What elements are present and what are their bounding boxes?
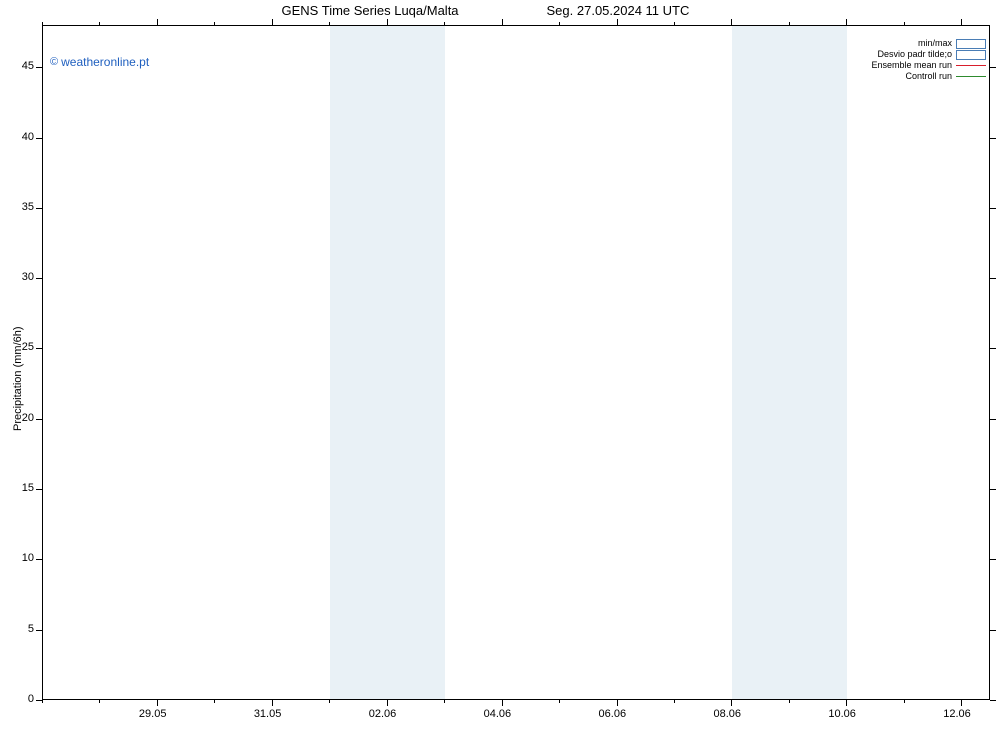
y-tick (990, 138, 996, 139)
x-minor-tick (904, 700, 905, 703)
legend-label: Desvio padr tilde;o (877, 49, 956, 60)
x-minor-tick (42, 700, 43, 703)
y-tick (990, 489, 996, 490)
x-minor-tick (444, 22, 445, 25)
y-tick (36, 278, 42, 279)
y-tick (36, 348, 42, 349)
x-tick (961, 19, 962, 25)
x-tick-label: 08.06 (713, 708, 741, 720)
legend-swatch (956, 50, 986, 60)
legend-label: Controll run (905, 71, 956, 82)
x-tick-label: 29.05 (139, 708, 167, 720)
x-tick (387, 19, 388, 25)
x-tick (272, 700, 273, 706)
x-minor-tick (329, 700, 330, 703)
copyright-symbol: © (50, 56, 58, 68)
x-minor-tick (674, 22, 675, 25)
y-tick (990, 630, 996, 631)
x-tick (502, 19, 503, 25)
x-minor-tick (789, 700, 790, 703)
legend-item: Ensemble mean run (871, 60, 986, 71)
y-tick-label: 5 (28, 623, 34, 635)
y-tick-label: 30 (22, 271, 34, 283)
y-tick (36, 419, 42, 420)
chart-title-left: GENS Time Series Luqa/Malta (282, 3, 459, 18)
watermark-text: weatheronline.pt (61, 55, 149, 69)
weekend-band (330, 26, 445, 699)
legend: min/maxDesvio padr tilde;oEnsemble mean … (871, 38, 986, 82)
y-tick (990, 419, 996, 420)
legend-swatch (956, 39, 986, 49)
y-tick (990, 559, 996, 560)
x-tick-label: 10.06 (828, 708, 856, 720)
x-minor-tick (214, 22, 215, 25)
x-minor-tick (674, 700, 675, 703)
x-tick (617, 19, 618, 25)
x-tick-label: 04.06 (484, 708, 512, 720)
legend-item: min/max (871, 38, 986, 49)
chart-title: GENS Time Series Luqa/Malta (282, 3, 459, 18)
x-tick (272, 19, 273, 25)
x-tick (617, 700, 618, 706)
x-tick (387, 700, 388, 706)
legend-label: Ensemble mean run (871, 60, 956, 71)
y-tick (990, 208, 996, 209)
x-minor-tick (559, 700, 560, 703)
legend-swatch (956, 61, 986, 71)
y-tick (36, 67, 42, 68)
plot-area (42, 25, 990, 700)
y-tick (36, 208, 42, 209)
y-tick (990, 67, 996, 68)
x-tick-label: 02.06 (369, 708, 397, 720)
y-tick-label: 40 (22, 131, 34, 143)
y-tick-label: 0 (28, 693, 34, 705)
y-tick (36, 489, 42, 490)
y-tick (990, 348, 996, 349)
legend-label: min/max (918, 38, 956, 49)
x-tick (731, 19, 732, 25)
chart-title-right-wrap: Seg. 27.05.2024 11 UTC (547, 3, 690, 18)
y-tick (36, 630, 42, 631)
x-tick (157, 700, 158, 706)
x-tick (502, 700, 503, 706)
x-tick (157, 19, 158, 25)
legend-item: Controll run (871, 71, 986, 82)
y-tick (990, 700, 996, 701)
x-tick-label: 06.06 (599, 708, 627, 720)
chart-title-right: Seg. 27.05.2024 11 UTC (547, 3, 690, 18)
x-minor-tick (99, 700, 100, 703)
watermark: © weatheronline.pt (50, 55, 149, 69)
chart-container: GENS Time Series Luqa/Malta Seg. 27.05.2… (0, 0, 1000, 733)
y-tick-label: 10 (22, 552, 34, 564)
x-minor-tick (99, 22, 100, 25)
x-minor-tick (42, 22, 43, 25)
x-minor-tick (329, 22, 330, 25)
y-tick-label: 15 (22, 482, 34, 494)
y-tick-label: 45 (22, 60, 34, 72)
y-tick (36, 559, 42, 560)
y-tick-label: 35 (22, 201, 34, 213)
y-tick-label: 20 (22, 412, 34, 424)
x-tick (846, 19, 847, 25)
x-minor-tick (789, 22, 790, 25)
x-tick (731, 700, 732, 706)
legend-swatch (956, 72, 986, 82)
x-minor-tick (214, 700, 215, 703)
x-minor-tick (559, 22, 560, 25)
x-minor-tick (444, 700, 445, 703)
weekend-band (732, 26, 847, 699)
y-tick (990, 278, 996, 279)
x-minor-tick (904, 22, 905, 25)
x-tick-label: 31.05 (254, 708, 282, 720)
y-tick (36, 138, 42, 139)
legend-item: Desvio padr tilde;o (871, 49, 986, 60)
x-tick-label: 12.06 (943, 708, 971, 720)
y-tick-label: 25 (22, 341, 34, 353)
x-tick (961, 700, 962, 706)
x-tick (846, 700, 847, 706)
